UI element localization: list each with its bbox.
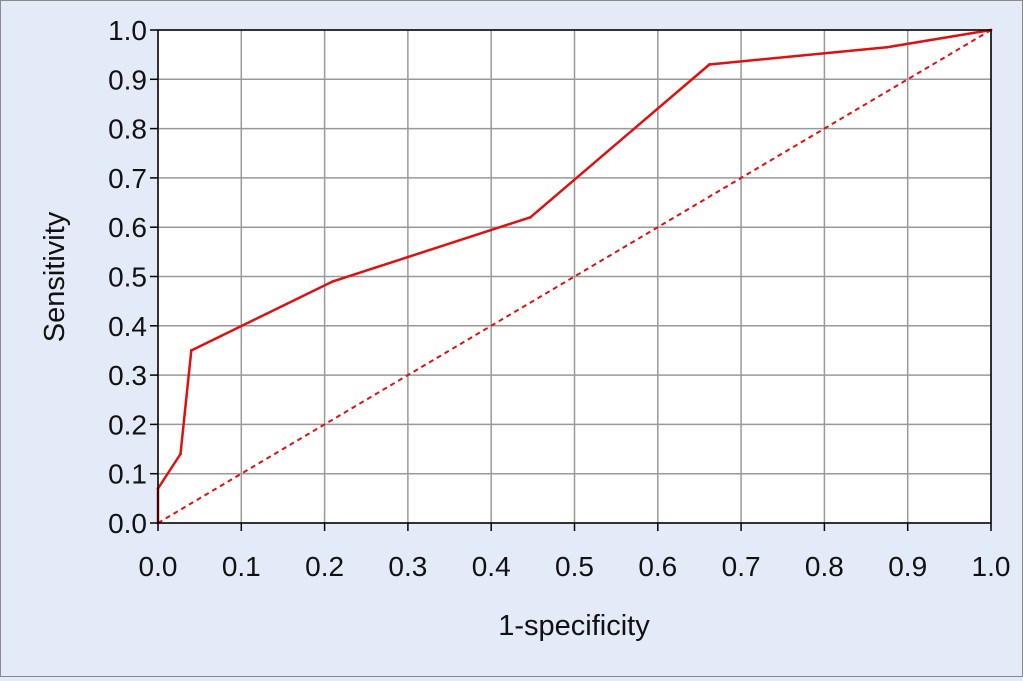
roc-curve-point — [179, 452, 182, 456]
y-tick-labels: 0.0 0.1 0.2 0.3 0.4 0.5 0.6 0.7 0.8 0.9 1.0 — [108, 15, 147, 539]
x-axis-label: 1-specificity — [498, 610, 650, 642]
x-tick-label: 1.0 — [972, 551, 1011, 582]
y-tick-label: 0.8 — [108, 114, 147, 145]
roc-curve-point — [189, 349, 193, 352]
x-tick-label: 0.7 — [722, 551, 761, 582]
roc-curve-point — [331, 280, 335, 283]
y-tick-label: 0.9 — [108, 64, 147, 95]
x-tick-label: 0.9 — [888, 551, 927, 582]
x-tick-label: 0.4 — [472, 551, 511, 582]
y-tick-label: 0.2 — [108, 409, 147, 440]
y-tick-label: 0.1 — [108, 459, 147, 490]
y-axis-label: Sensitivity — [39, 211, 71, 342]
y-tick-label: 0.4 — [108, 311, 147, 342]
x-tick-label: 0.5 — [555, 551, 594, 582]
y-tick-label: 1.0 — [108, 15, 147, 46]
roc-curve-point — [885, 45, 889, 49]
roc-curve-point — [708, 63, 711, 66]
x-tick-label: 0.8 — [805, 551, 844, 582]
ticks — [150, 29, 992, 531]
x-tick-labels: 0.0 0.1 0.2 0.3 0.4 0.5 0.6 0.7 0.8 0.9 1.0 — [139, 551, 1011, 582]
x-tick-label: 0.0 — [139, 551, 178, 582]
y-tick-label: 0.5 — [108, 262, 147, 293]
y-tick-label: 0.6 — [108, 212, 147, 243]
x-tick-label: 0.3 — [388, 551, 427, 582]
y-tick-label: 0.0 — [108, 508, 147, 539]
x-tick-label: 0.2 — [305, 551, 344, 582]
roc-curve-point — [528, 215, 532, 219]
x-tick-label: 0.6 — [638, 551, 677, 582]
y-tick-label: 0.3 — [108, 360, 147, 391]
y-tick-label: 0.7 — [108, 163, 147, 194]
x-tick-label: 0.1 — [222, 551, 261, 582]
